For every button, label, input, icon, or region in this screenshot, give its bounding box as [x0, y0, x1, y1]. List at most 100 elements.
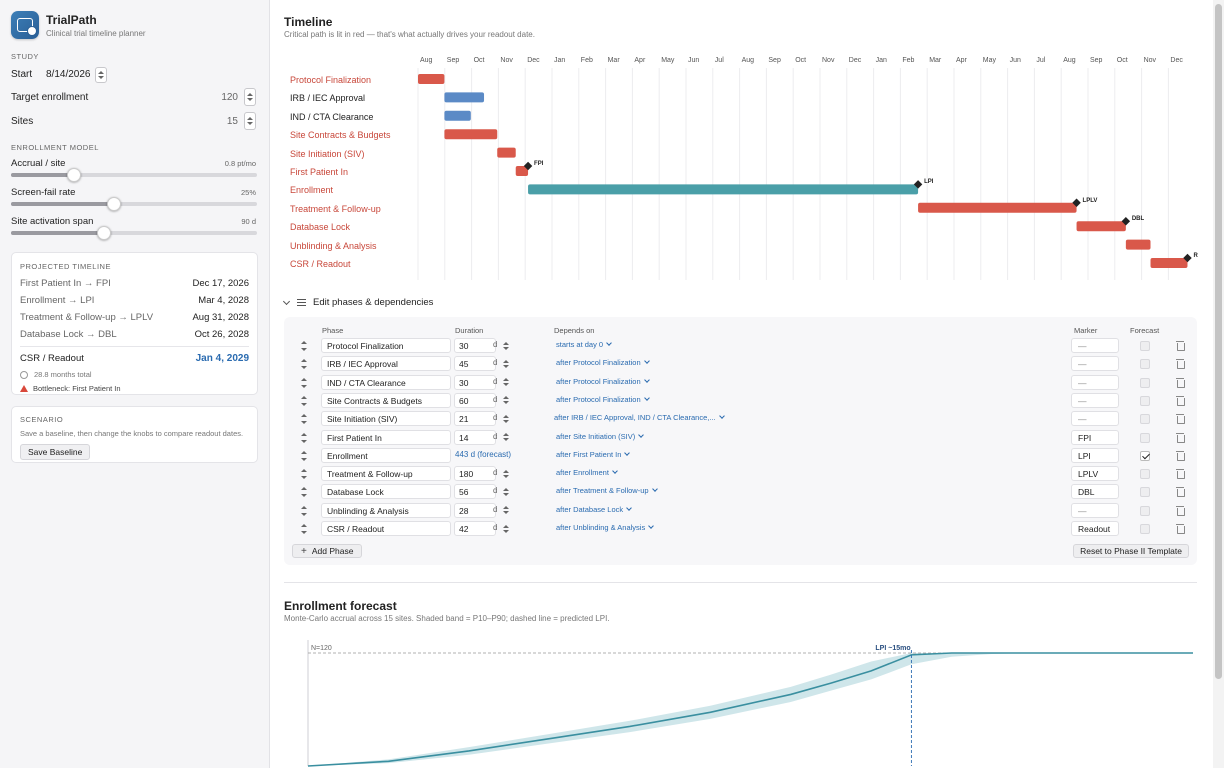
- phase-name-input[interactable]: CSR / Readout: [321, 521, 451, 536]
- marker-input[interactable]: —: [1071, 356, 1119, 372]
- forecast-checkbox[interactable]: [1140, 469, 1150, 480]
- duration-stepper[interactable]: [501, 338, 510, 353]
- gantt-bar[interactable]: [918, 202, 1077, 213]
- gantt-bar[interactable]: [515, 166, 529, 176]
- depends-on-select[interactable]: after Enrollment: [556, 468, 618, 477]
- duration-input[interactable]: 21: [454, 411, 496, 427]
- depends-on-select[interactable]: starts at day 0: [556, 340, 612, 349]
- phase-name-input[interactable]: Database Lock: [321, 484, 451, 500]
- marker-input[interactable]: LPI: [1071, 447, 1119, 463]
- duration-input[interactable]: 14: [454, 429, 496, 445]
- start-date-stepper[interactable]: [95, 67, 107, 83]
- marker-input[interactable]: Readout: [1071, 521, 1119, 536]
- depends-on-select[interactable]: after IRB / IEC Approval, IND / CTA Clea…: [554, 413, 725, 422]
- gantt-bar[interactable]: [444, 110, 471, 121]
- start-date-input[interactable]: 8/14/2026: [42, 67, 106, 82]
- depends-on-select[interactable]: after Protocol Finalization: [556, 358, 650, 367]
- depends-on-select[interactable]: after Unblinding & Analysis: [556, 523, 655, 532]
- forecast-checkbox[interactable]: [1140, 395, 1150, 406]
- reorder-handle-icon[interactable]: [300, 524, 308, 534]
- forecast-checkbox[interactable]: [1140, 487, 1150, 498]
- duration-input[interactable]: 42: [454, 521, 496, 536]
- accrual-slider-thumb[interactable]: [66, 168, 81, 182]
- phase-name-input[interactable]: Enrollment: [321, 447, 451, 463]
- depends-on-select[interactable]: after Treatment & Follow-up: [556, 486, 658, 495]
- enrollment-input[interactable]: 120: [221, 92, 238, 103]
- phase-name-input[interactable]: Protocol Finalization: [321, 338, 451, 353]
- screen-fail-slider-thumb[interactable]: [107, 197, 122, 211]
- duration-input[interactable]: 30: [454, 374, 496, 390]
- forecast-checkbox[interactable]: [1140, 377, 1150, 388]
- phase-name-input[interactable]: IND / CTA Clearance: [321, 374, 451, 390]
- gantt-bar[interactable]: [444, 92, 485, 103]
- depends-on-select[interactable]: after Site Initiation (SIV): [556, 432, 645, 441]
- reorder-handle-icon[interactable]: [300, 450, 308, 461]
- activation-span-slider-thumb[interactable]: [97, 226, 112, 240]
- reorder-handle-icon[interactable]: [300, 432, 308, 443]
- scrollbar-thumb[interactable]: [1215, 4, 1222, 679]
- phase-name-input[interactable]: IRB / IEC Approval: [321, 356, 451, 372]
- forecast-checkbox[interactable]: [1140, 432, 1150, 443]
- depends-on-select[interactable]: after Database Lock: [556, 505, 632, 514]
- duration-stepper[interactable]: [501, 375, 510, 390]
- trash-icon[interactable]: [1176, 450, 1185, 461]
- forecast-checkbox[interactable]: [1140, 450, 1150, 461]
- duration-input[interactable]: 30: [454, 338, 496, 353]
- trash-icon[interactable]: [1176, 524, 1185, 534]
- reorder-handle-icon[interactable]: [300, 377, 308, 388]
- duration-stepper[interactable]: [501, 411, 510, 426]
- phase-name-input[interactable]: Unblinding & Analysis: [321, 502, 451, 518]
- duration-input[interactable]: 60: [454, 392, 496, 408]
- reorder-handle-icon[interactable]: [300, 341, 308, 351]
- trash-icon[interactable]: [1176, 359, 1185, 370]
- trash-icon[interactable]: [1176, 377, 1185, 388]
- trash-icon[interactable]: [1176, 432, 1185, 443]
- duration-stepper[interactable]: [501, 430, 510, 445]
- depends-on-select[interactable]: after First Patient In: [556, 450, 631, 459]
- trash-icon[interactable]: [1176, 505, 1185, 516]
- duration-stepper[interactable]: [501, 356, 510, 371]
- phase-name-input[interactable]: Site Contracts & Budgets: [321, 392, 451, 408]
- forecast-checkbox[interactable]: [1140, 505, 1150, 516]
- sites-stepper[interactable]: [244, 112, 256, 130]
- forecast-checkbox[interactable]: [1140, 524, 1150, 534]
- gantt-bar[interactable]: [418, 74, 445, 84]
- marker-input[interactable]: FPI: [1071, 429, 1119, 445]
- gantt-bar[interactable]: [1076, 221, 1126, 232]
- enrollment-stepper[interactable]: [244, 88, 256, 106]
- phase-name-input[interactable]: Treatment & Follow-up: [321, 466, 451, 482]
- trash-icon[interactable]: [1176, 395, 1185, 406]
- trash-icon[interactable]: [1176, 469, 1185, 480]
- duration-stepper[interactable]: [501, 503, 510, 518]
- marker-input[interactable]: LPLV: [1071, 466, 1119, 482]
- gantt-bar[interactable]: [1125, 239, 1151, 250]
- duration-input[interactable]: 56: [454, 484, 496, 500]
- phase-name-input[interactable]: First Patient In: [321, 429, 451, 445]
- trash-icon[interactable]: [1176, 341, 1185, 351]
- accrual-slider[interactable]: [11, 168, 257, 182]
- duration-stepper[interactable]: [501, 484, 510, 499]
- duration-input[interactable]: 28: [454, 502, 496, 518]
- marker-input[interactable]: —: [1071, 374, 1119, 390]
- reorder-handle-icon[interactable]: [300, 469, 308, 480]
- gantt-bar[interactable]: [528, 184, 919, 195]
- gantt-bar[interactable]: [497, 147, 516, 158]
- depends-on-select[interactable]: after Protocol Finalization: [556, 377, 650, 386]
- depends-on-select[interactable]: after Protocol Finalization: [556, 395, 650, 404]
- duration-stepper[interactable]: [501, 466, 510, 481]
- forecast-checkbox[interactable]: [1140, 359, 1150, 370]
- duration-stepper[interactable]: [501, 521, 510, 536]
- marker-input[interactable]: —: [1071, 392, 1119, 408]
- marker-input[interactable]: —: [1071, 338, 1119, 353]
- reorder-handle-icon[interactable]: [300, 414, 308, 425]
- marker-input[interactable]: —: [1071, 411, 1119, 427]
- reorder-handle-icon[interactable]: [300, 505, 308, 516]
- forecast-checkbox[interactable]: [1140, 341, 1150, 351]
- reset-template-button[interactable]: Reset to Phase II Template: [1073, 544, 1189, 558]
- add-phase-button[interactable]: + Add Phase: [292, 544, 363, 558]
- forecast-checkbox[interactable]: [1140, 414, 1150, 425]
- sites-input[interactable]: 15: [226, 116, 238, 127]
- edit-phases-toggle[interactable]: Edit phases & dependencies: [282, 297, 433, 308]
- marker-input[interactable]: —: [1071, 502, 1119, 518]
- duration-input[interactable]: 180: [454, 466, 496, 482]
